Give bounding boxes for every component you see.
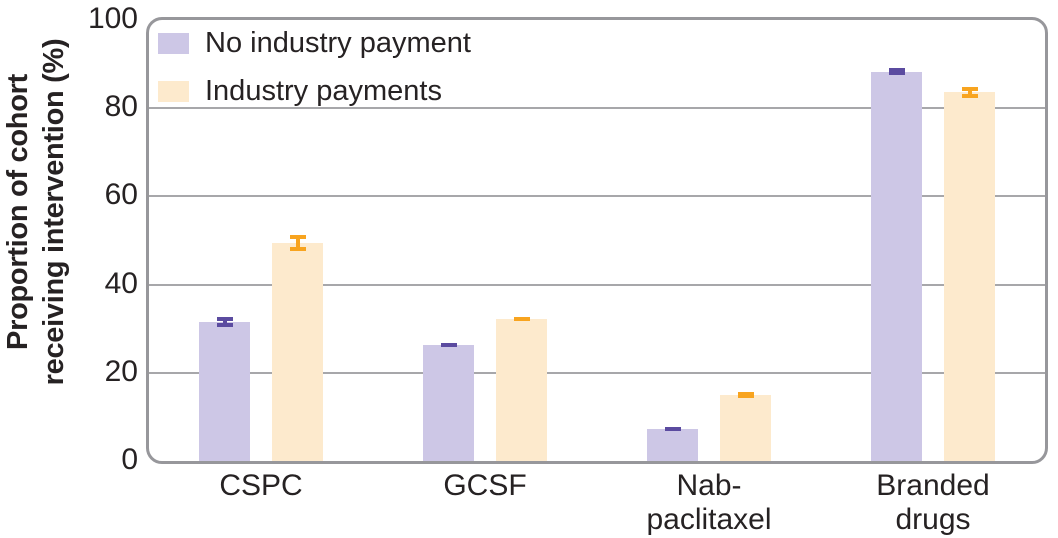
- error-bar-vline-cspc-no-industry-payment: [222, 316, 227, 328]
- y-tick-label-100: 100: [87, 2, 138, 35]
- error-bar-cap-bottom-gcsf-industry-payments: [513, 317, 530, 322]
- legend-swatch-industry-payments-icon: [158, 81, 189, 102]
- gridline-40: [149, 283, 1045, 286]
- error-bar-cap-top-branded-drugs-no-industry-payment: [888, 68, 905, 73]
- bar-cspc-no-industry-payment: [199, 322, 250, 461]
- bar-gcsf-no-industry-payment: [423, 345, 474, 461]
- y-tick-label-60: 60: [104, 178, 138, 212]
- error-bar-vline-cspc-industry-payments: [295, 234, 300, 251]
- legend-swatch-no-industry-payment-icon: [158, 33, 189, 54]
- gridline-20: [149, 371, 1045, 374]
- error-bar-cap-top-branded-drugs-industry-payments: [961, 87, 978, 92]
- x-label-cspc: CSPC: [219, 469, 303, 502]
- x-label-gcsf: GCSF: [443, 469, 527, 502]
- error-bar-cap-top-nab-paclitaxel-industry-payments: [737, 391, 754, 396]
- legend-label-industry-payments: Industry payments: [205, 75, 442, 107]
- error-bar-gcsf-no-industry-payment: [440, 342, 457, 348]
- y-tick-label-80: 80: [104, 90, 138, 124]
- error-bar-cap-bottom-nab-paclitaxel-no-industry-payment: [664, 427, 681, 432]
- error-bar-cap-top-cspc-industry-payments: [289, 234, 306, 239]
- error-bar-cap-bottom-branded-drugs-no-industry-payment: [888, 71, 905, 76]
- bar-nab-paclitaxel-no-industry-payment: [647, 429, 698, 461]
- y-tick-label-40: 40: [104, 266, 138, 300]
- gridline-60: [149, 195, 1045, 198]
- bar-branded-drugs-industry-payments: [944, 92, 995, 461]
- error-bar-cap-bottom-gcsf-no-industry-payment: [440, 343, 457, 348]
- legend-label-no-industry-payment: No industry payment: [205, 27, 471, 59]
- error-bar-cap-bottom-cspc-industry-payments: [289, 246, 306, 251]
- legend-item-industry-payments: Industry payments: [158, 77, 471, 106]
- x-label-nab-paclitaxel: Nab- paclitaxel: [646, 469, 772, 536]
- x-label-branded-drugs: Branded drugs: [876, 469, 990, 536]
- legend: No industry payment Industry payments: [158, 29, 471, 125]
- error-bar-cap-bottom-nab-paclitaxel-industry-payments: [737, 393, 754, 398]
- y-tick-label-0: 0: [121, 443, 138, 476]
- error-bar-cspc-no-industry-payment: [216, 316, 233, 328]
- error-bar-cspc-industry-payments: [289, 234, 306, 251]
- error-bar-branded-drugs-industry-payments: [961, 87, 978, 99]
- bar-cspc-industry-payments: [272, 242, 323, 461]
- plot-area: No industry payment Industry payments: [146, 17, 1048, 464]
- bar-nab-paclitaxel-industry-payments: [720, 394, 771, 461]
- error-bar-vline-branded-drugs-industry-payments: [967, 87, 972, 99]
- y-tick-label-20: 20: [104, 354, 138, 388]
- error-bar-branded-drugs-no-industry-payment: [888, 68, 905, 76]
- bar-branded-drugs-no-industry-payment: [871, 71, 922, 461]
- gridline-80: [149, 107, 1045, 110]
- error-bar-gcsf-industry-payments: [513, 316, 530, 322]
- error-bar-nab-paclitaxel-no-industry-payment: [664, 427, 681, 432]
- error-bar-cap-bottom-cspc-no-industry-payment: [216, 323, 233, 328]
- legend-item-no-industry-payment: No industry payment: [158, 29, 471, 58]
- error-bar-cap-bottom-branded-drugs-industry-payments: [961, 94, 978, 99]
- bar-gcsf-industry-payments: [496, 319, 547, 461]
- error-bar-cap-top-cspc-no-industry-payment: [216, 316, 233, 321]
- error-bar-nab-paclitaxel-industry-payments: [737, 391, 754, 398]
